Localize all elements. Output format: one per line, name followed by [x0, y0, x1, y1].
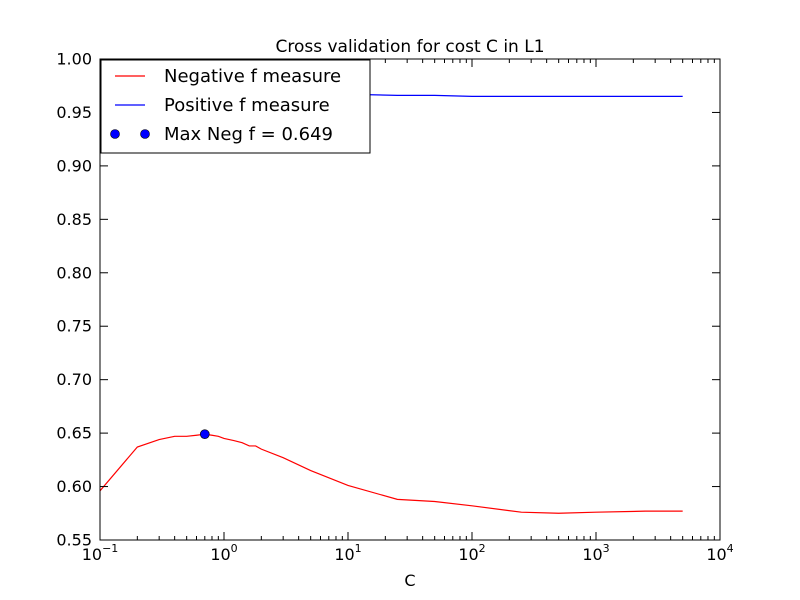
ticks-layer: 0.55 0.60 0.65 0.70 0.75 0.80 0.85 0.90 0.95 1.00…	[56, 50, 733, 565]
y-tick-label: 0.75	[56, 317, 92, 336]
legend-label-2: Max Neg f = 0.649	[164, 124, 333, 145]
chart-title: Cross validation for cost C in L1	[275, 37, 544, 57]
x-tick-label: 103	[582, 542, 609, 564]
legend-swatch-marker-a	[110, 129, 120, 139]
series-line-0	[100, 433, 683, 514]
y-tick-label: 0.90	[56, 156, 92, 175]
y-tick-label: 0.60	[56, 477, 92, 496]
y-tick-label: 0.65	[56, 424, 92, 443]
y-tick-label: 0.95	[56, 103, 92, 122]
y-tick-label: 0.70	[56, 370, 92, 389]
x-tick-label: 102	[458, 542, 485, 564]
x-tick-label: 104	[706, 542, 733, 564]
y-tick-label: 0.85	[56, 210, 92, 229]
x-axis-label: C	[404, 571, 415, 590]
y-tick-label: 1.00	[56, 50, 92, 69]
legend-swatch-marker-b	[140, 129, 150, 139]
y-tick-label: 0.80	[56, 263, 92, 282]
x-tick-label: 101	[334, 542, 361, 564]
y-tick-label: 0.55	[56, 531, 92, 550]
plot-frame	[99, 58, 721, 541]
x-tick-label: 100	[210, 542, 237, 564]
max-point-marker	[199, 429, 210, 439]
legend: Negative f measure Positive f measure Max …	[100, 59, 371, 154]
legend-label-0: Negative f measure	[164, 66, 341, 87]
x-tick-label: 10−1	[82, 542, 119, 564]
legend-label-1: Positive f measure	[164, 95, 330, 116]
